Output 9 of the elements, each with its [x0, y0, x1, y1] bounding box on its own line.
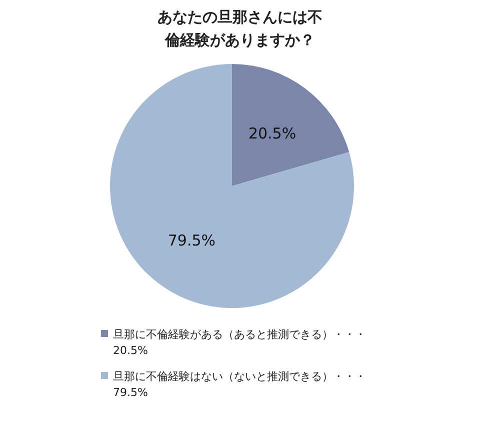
pie-slice: [110, 64, 354, 308]
text: 20.5%: [113, 344, 148, 357]
pie-slice: [232, 64, 350, 186]
legend-label: 旦那に不倫経験がある（あると推測できる）・・・: [113, 328, 366, 341]
legend-label: 旦那に不倫経験はない（ないと推測できる）・・・: [113, 370, 366, 383]
data-label: 20.5%: [248, 124, 296, 142]
chart-title: あなたの旦那さんには不倫経験がありますか？: [158, 8, 322, 49]
text: 79.5%: [113, 386, 148, 399]
data-label: 79.5%: [168, 232, 216, 250]
